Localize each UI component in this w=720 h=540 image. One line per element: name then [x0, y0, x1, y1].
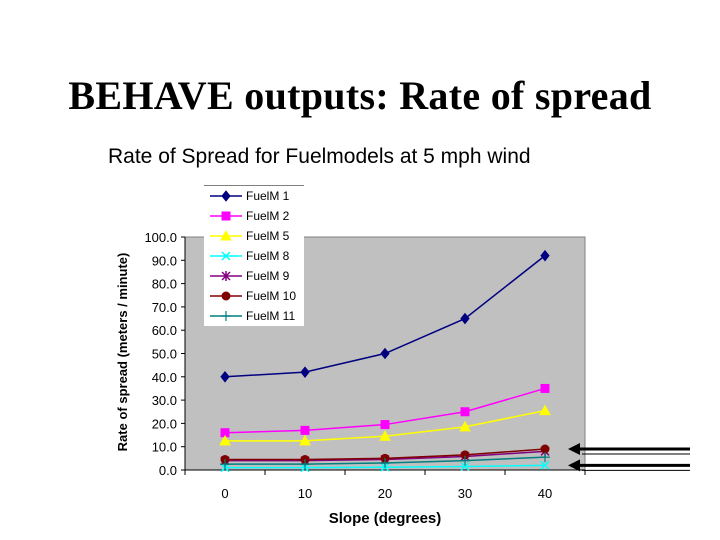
- legend-marker: [221, 271, 231, 281]
- y-tick-label: 40.0: [152, 370, 177, 385]
- data-point: [379, 430, 391, 441]
- x-tick-label: 30: [458, 486, 472, 501]
- data-point: [540, 452, 550, 463]
- y-tick-label: 80.0: [152, 277, 177, 292]
- legend-marker: [220, 229, 232, 241]
- x-tick-label: 20: [378, 486, 392, 501]
- data-point: [299, 434, 311, 446]
- arrow-head: [568, 443, 580, 456]
- legend-label: FuelM 10: [246, 289, 296, 303]
- data-point: [540, 460, 550, 470]
- chart-title: Rate of Spread for Fuelmodels at 5 mph w…: [108, 145, 531, 168]
- y-tick-label: 100.0: [144, 230, 177, 245]
- legend-item-bg: [204, 186, 304, 206]
- legend-label: FuelM 9: [246, 269, 290, 283]
- legend-item: FuelM 8: [204, 246, 304, 266]
- x-tick-label: 40: [538, 486, 552, 501]
- data-point: [300, 459, 310, 470]
- data-point: [300, 366, 310, 378]
- legend-marker: [221, 251, 231, 261]
- y-axis-label: Rate of spread (meters / minute): [115, 253, 130, 452]
- data-point: [220, 459, 230, 470]
- legend-label: FuelM 8: [246, 249, 290, 263]
- x-tick-label: 10: [298, 486, 312, 501]
- y-tick-label: 50.0: [152, 347, 177, 362]
- legend-item-bg: [204, 306, 304, 326]
- legend-item-bg: [204, 266, 304, 286]
- legend-item: FuelM 2: [204, 206, 304, 226]
- data-point: [460, 312, 470, 325]
- data-point: [460, 461, 470, 472]
- legend-label: FuelM 1: [246, 189, 290, 203]
- data-point: [380, 347, 390, 360]
- data-point: [219, 434, 231, 446]
- arrow-head: [568, 459, 580, 472]
- legend-item: FuelM 11: [204, 306, 304, 326]
- data-point: [540, 383, 550, 393]
- y-tick-label: 0.0: [159, 463, 177, 478]
- data-point: [459, 420, 471, 432]
- slide-title: BEHAVE outputs: Rate of spread: [68, 73, 652, 118]
- data-point: [460, 407, 470, 417]
- legend-label: FuelM 5: [246, 229, 290, 243]
- y-tick-label: 20.0: [152, 416, 177, 431]
- annotation-arrow: [568, 459, 690, 472]
- legend-marker: [221, 291, 231, 301]
- legend-item: FuelM 1: [204, 186, 304, 206]
- data-point: [539, 404, 551, 416]
- legend-item-bg: [204, 286, 304, 306]
- y-tick-label: 10.0: [152, 440, 177, 455]
- series-fuelm-1: [220, 249, 550, 383]
- y-tick-label: 90.0: [152, 253, 177, 268]
- data-point: [300, 425, 310, 435]
- legend-label: FuelM 11: [246, 309, 295, 323]
- legend-item-bg: [204, 206, 304, 226]
- series-fuelm-11: [220, 452, 550, 470]
- x-tick-label: 0: [221, 486, 228, 501]
- data-point: [460, 455, 470, 466]
- legend-marker: [221, 211, 231, 221]
- y-tick-label: 70.0: [152, 300, 177, 315]
- legend-label: FuelM 2: [246, 209, 290, 223]
- legend-item: FuelM 10: [204, 286, 304, 306]
- y-tick-label: 30.0: [152, 393, 177, 408]
- series-fuelm-5: [219, 404, 551, 446]
- data-point: [380, 458, 390, 469]
- data-point: [540, 444, 550, 454]
- x-axis-label: Slope (degrees): [329, 510, 442, 527]
- data-point: [380, 420, 390, 430]
- legend-item-bg: [204, 246, 304, 266]
- y-tick-label: 60.0: [152, 323, 177, 338]
- legend-item: FuelM 5: [204, 226, 304, 246]
- data-point: [220, 370, 230, 383]
- legend-marker: [221, 311, 231, 321]
- annotation-arrow: [568, 443, 690, 456]
- legend-item: FuelM 9: [204, 266, 304, 286]
- legend-item-bg: [204, 226, 304, 246]
- legend-marker: [221, 190, 231, 202]
- series-fuelm-2: [220, 383, 550, 438]
- data-point: [540, 249, 550, 262]
